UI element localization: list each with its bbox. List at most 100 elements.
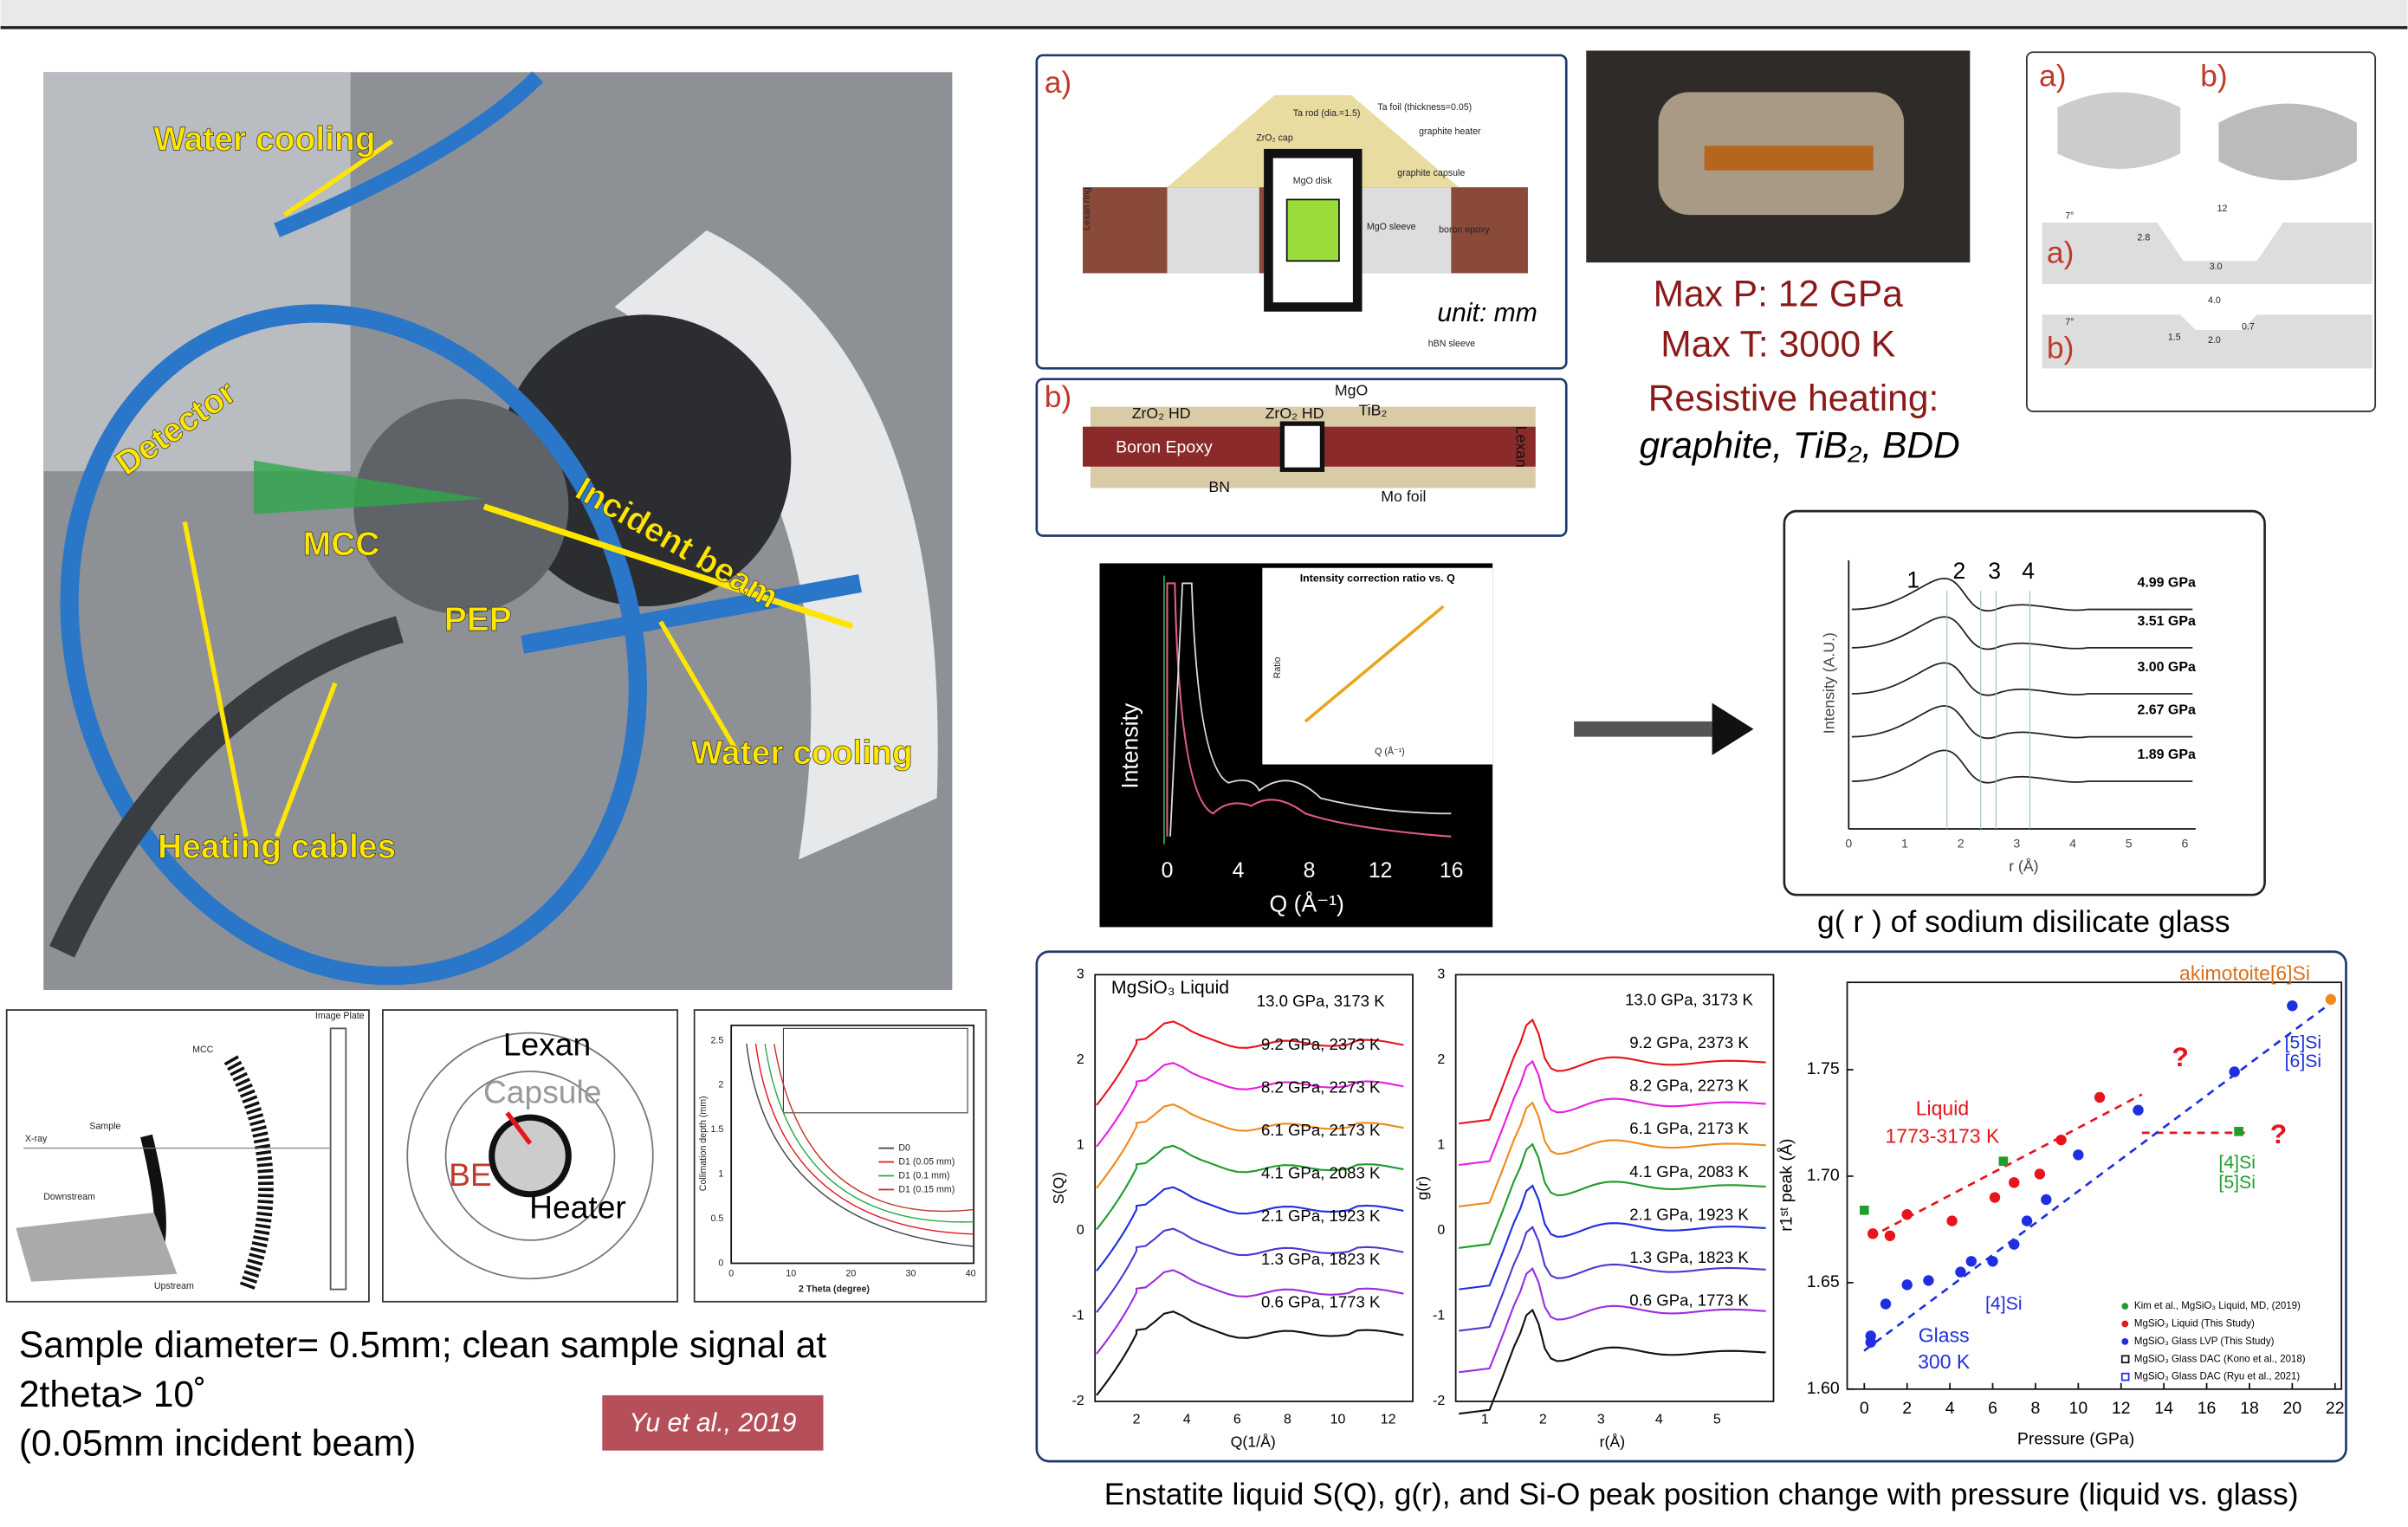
tick-label: -1 [1072, 1309, 1084, 1323]
peak-label: 2 [1953, 558, 1966, 584]
data-point [1990, 1192, 2000, 1202]
tick-label: 3 [1597, 1412, 1605, 1427]
cell-text: Lexan ring [1082, 187, 1092, 230]
curve-label: 9.2 GPa, 2373 K [1261, 1035, 1381, 1053]
axis-label: S(Q) [1050, 1172, 1067, 1204]
legend-entry: D1 (0.05 mm) [898, 1156, 955, 1167]
note-line: (0.05mm incident beam) [19, 1423, 416, 1465]
panel-label: a) [2047, 236, 2075, 270]
cell-text: MgO disk [1293, 176, 1333, 186]
tick-label: 6 [1988, 1399, 1997, 1418]
data-point [1860, 1206, 1869, 1215]
peak-label: 1 [1906, 567, 1919, 593]
schematic-depth: 2 Theta (degree) Collimation depth (mm) … [695, 1010, 987, 1302]
cell-label: BE [449, 1156, 492, 1193]
tick-label: 2 [1077, 1052, 1084, 1067]
curve-label: 1.3 GPa, 1823 K [1261, 1250, 1381, 1268]
tick-label: 0 [1437, 1223, 1445, 1238]
tick-label: 6 [2181, 837, 2188, 851]
press-materials: graphite, TiB₂, BDD [1639, 425, 1959, 467]
curve-label: 13.0 GPa, 3173 K [1625, 990, 1753, 1008]
data-point [1999, 1156, 2009, 1166]
axis-label: Q (Å⁻¹) [1270, 891, 1344, 917]
annotation: ? [2270, 1118, 2287, 1149]
tick-label: 2 [1958, 837, 1965, 851]
cell-text: Boron Epoxy [1116, 438, 1213, 457]
photo-label: PEP [444, 601, 512, 638]
legend-entry: MgSiO₃ Glass LVP (This Study) [2134, 1336, 2275, 1347]
pressure-label: 3.51 GPa [2137, 614, 2195, 629]
legend-entry: MgSiO₃ Liquid (This Study) [2134, 1319, 2255, 1330]
curve-label: 0.6 GPa, 1773 K [1261, 1292, 1381, 1310]
axis-label: Collimation depth (mm) [698, 1096, 709, 1191]
annotation: ? [2172, 1041, 2188, 1072]
citation: Yu et al., 2019 [629, 1409, 796, 1438]
tick-label: 2 [1902, 1399, 1912, 1418]
photo-label: Heating cables [158, 828, 396, 865]
curve-label: 6.1 GPa, 2173 K [1261, 1121, 1381, 1139]
panel-label: a) [1045, 65, 1072, 100]
peak-label: 3 [1988, 558, 2001, 584]
panel-label: a) [2039, 59, 2067, 94]
data-point [2055, 1135, 2066, 1145]
tick-label: 8 [1304, 859, 1316, 883]
panel-label: b) [1045, 379, 1072, 414]
axis-label: r1ˢᵗ peak (Å) [1777, 1138, 1796, 1231]
data-point [2133, 1105, 2143, 1116]
tick-label: 4 [1945, 1399, 1955, 1418]
annotation: 1773-3173 K [1886, 1124, 2000, 1147]
tick-label: 16 [1440, 859, 1464, 883]
legend-entry: D1 (0.15 mm) [898, 1184, 955, 1194]
tick-label: 3 [1077, 967, 1084, 982]
curve-label: 4.1 GPa, 2083 K [1629, 1162, 1749, 1181]
dim: 2.0 [2208, 335, 2221, 346]
tick-label: -1 [1433, 1309, 1445, 1323]
tick-label: 0 [728, 1269, 734, 1279]
tick-label: 3 [1437, 967, 1445, 982]
curve-label: 2.1 GPa, 1923 K [1261, 1207, 1381, 1225]
cell-label: Capsule [483, 1073, 602, 1110]
dim: 12 [2217, 204, 2228, 214]
axis-label: Intensity (A.U.) [1821, 632, 1838, 734]
tick-label: 1 [1437, 1138, 1445, 1153]
tick-label: 2 [718, 1080, 723, 1090]
schematic-text: Upstream [154, 1281, 194, 1291]
schematic-text: Image Plate [315, 1011, 365, 1021]
schematic-mcc: MCC Image Plate Sample X-ray Downstream … [7, 1010, 369, 1302]
schematic-cell: Lexan Capsule BE Heater [383, 1010, 677, 1302]
annotation: Glass [1919, 1324, 1970, 1347]
data-point [2229, 1066, 2239, 1077]
tick-label: 12 [2112, 1399, 2131, 1418]
tick-label: 1 [718, 1169, 723, 1180]
legend-marker [2121, 1321, 2128, 1328]
note-line: Sample diameter= 0.5mm; clean sample sig… [19, 1324, 826, 1366]
annotation: [4]Si [1985, 1293, 2023, 1314]
tick-label: -2 [1433, 1394, 1445, 1408]
axis-label: r (Å) [2009, 857, 2038, 875]
tick-label: 8 [2031, 1399, 2041, 1418]
axis-label: Q(1/Å) [1231, 1433, 1276, 1451]
tick-label: 8 [1284, 1412, 1291, 1427]
tick-label: 14 [2154, 1399, 2173, 1418]
data-point [2234, 1127, 2243, 1136]
data-point [1867, 1228, 1878, 1239]
cell-text: boron epoxy [1439, 225, 1490, 236]
pressure-label: 4.99 GPa [2137, 576, 2195, 591]
schematic-text: Downstream [43, 1192, 95, 1202]
caption: g( r ) of sodium disilicate glass [1817, 904, 2230, 939]
annotation: 300 K [1918, 1350, 1971, 1373]
schematic-text: X-ray [25, 1134, 48, 1144]
cell-text: Mo foil [1381, 488, 1426, 505]
dim: 2.8 [2137, 233, 2150, 243]
tick-label: 0 [1860, 1399, 1869, 1418]
tick-label: 4 [2069, 837, 2076, 851]
data-point [1946, 1215, 1957, 1226]
plot-title: MgSiO₃ Liquid [1111, 977, 1229, 998]
cell-a: ZrO₂ cap Ta rod (dia.=1.5) Ta foil (thic… [1037, 55, 1566, 369]
data-point [1866, 1330, 1876, 1341]
page: Water cooling Detector MCC Incident beam… [0, 0, 2408, 1523]
tick-label: 1.5 [711, 1124, 724, 1135]
tick-label: 16 [2198, 1399, 2217, 1418]
data-point [1880, 1298, 1891, 1309]
axis-label: Ratio [1272, 657, 1283, 678]
